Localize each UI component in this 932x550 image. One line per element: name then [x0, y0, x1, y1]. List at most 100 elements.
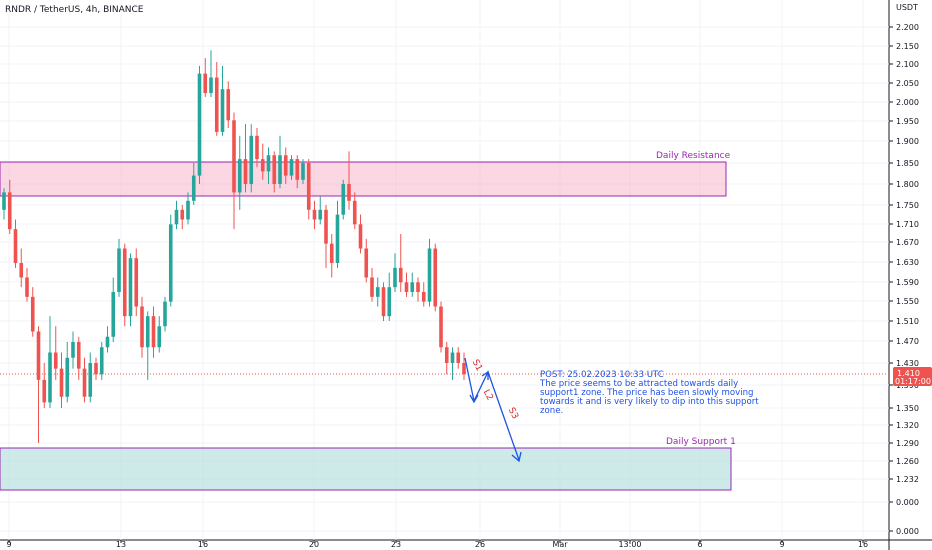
- candle-body: [398, 267, 403, 283]
- candle-down: [122, 243, 127, 327]
- candle-down: [433, 243, 438, 312]
- time-tick-label: 9: [779, 540, 784, 549]
- candle-body: [151, 316, 156, 348]
- projection-path: [464, 357, 520, 461]
- candle-body: [329, 243, 334, 263]
- candle-up: [237, 135, 242, 210]
- candle-down: [134, 248, 139, 317]
- daily-support-zone[interactable]: [0, 447, 732, 491]
- candle-body: [272, 155, 277, 184]
- price-tick-label: 1.320: [896, 421, 919, 430]
- candle-body: [145, 316, 150, 348]
- note-line: zone.: [540, 406, 563, 416]
- candle-up: [393, 253, 397, 292]
- price-axis-unit: USDT: [896, 3, 918, 12]
- price-tick-label: 2.100: [896, 60, 919, 69]
- daily-support-label: Daily Support 1: [666, 437, 736, 447]
- candle-down: [416, 277, 420, 302]
- candle-body: [105, 336, 110, 348]
- price-tick-label: 2.200: [896, 23, 919, 32]
- symbol-title[interactable]: RNDR / TetherUS, 4h, BINANCE: [5, 5, 144, 15]
- time-tick-label: 23: [391, 540, 401, 549]
- candle-body: [433, 248, 438, 307]
- price-tick-label: 1.260: [896, 457, 919, 466]
- candle-up: [266, 147, 271, 184]
- candle-up: [197, 65, 202, 184]
- price-tick-label: 1.232: [896, 475, 919, 484]
- candle-down: [151, 306, 156, 358]
- time-tick-label: 20: [309, 540, 319, 549]
- time-tick-label: 26: [475, 540, 485, 549]
- candle-up: [145, 311, 150, 380]
- candle-up: [71, 331, 75, 369]
- candle-down: [19, 248, 24, 288]
- candle-body: [186, 200, 190, 220]
- time-tick-label: 6: [697, 540, 702, 549]
- candle-body: [278, 155, 282, 184]
- candle-body: [444, 347, 449, 363]
- candle-up: [157, 316, 162, 353]
- candle-body: [301, 163, 305, 180]
- candle-body: [2, 192, 6, 210]
- candle-body: [53, 352, 58, 369]
- candle-down: [36, 326, 41, 443]
- candle-down: [42, 363, 47, 408]
- candle-body: [99, 347, 104, 375]
- candle-body: [283, 155, 288, 176]
- candle-down: [444, 342, 449, 375]
- candle-body: [157, 326, 162, 348]
- candle-up: [375, 277, 380, 307]
- candle-down: [364, 238, 369, 283]
- candle-down: [25, 267, 29, 302]
- candle-down: [421, 282, 426, 307]
- candle-up: [168, 214, 173, 307]
- candle-body: [439, 306, 443, 348]
- candle-body: [335, 214, 340, 263]
- candle-body: [370, 277, 374, 297]
- candle-up: [341, 179, 346, 220]
- candle-body: [410, 282, 415, 292]
- candle-body: [462, 363, 466, 375]
- time-tick-label: Mar: [552, 540, 568, 549]
- candle-down: [203, 58, 208, 97]
- note-line: support1 zone. The price has been slowly…: [540, 388, 753, 398]
- candle-body: [65, 357, 70, 397]
- candle-body: [134, 258, 139, 307]
- candle-down: [53, 326, 58, 380]
- candle-down: [82, 357, 87, 403]
- candle-up: [48, 316, 52, 408]
- candle-body: [237, 159, 242, 193]
- time-tick-label: 9: [6, 540, 11, 549]
- price-tick-label: 1.950: [896, 117, 919, 126]
- current-price-value: 1.410: [897, 369, 920, 378]
- candle-down: [358, 214, 363, 254]
- price-tick-label: 1.550: [896, 297, 919, 306]
- candle-body: [249, 135, 254, 184]
- price-tick-label: 1.670: [896, 238, 919, 247]
- candle-down: [140, 296, 144, 358]
- candle-up: [186, 192, 190, 225]
- candle-down: [462, 352, 466, 380]
- price-axis-ticks[interactable]: 2.200 2.150 2.100 2.050 2.000 1.950 1.900 1.850…: [889, 23, 919, 536]
- candle-down: [324, 205, 328, 268]
- candle-up: [117, 238, 121, 297]
- candle-body: [42, 379, 47, 403]
- candle-up: [209, 50, 213, 97]
- time-tick-label: 16: [858, 540, 868, 549]
- candle-body: [76, 342, 81, 369]
- candle-body: [318, 209, 323, 220]
- candle-up: [427, 238, 432, 307]
- time-axis-ticks[interactable]: 9 13 16 20 23 26 Mar 13:00 6 9 16: [6, 540, 868, 549]
- candle-body: [214, 77, 219, 132]
- analysis-note[interactable]: POST: 25.02.2023 10:33 UTC The price see…: [539, 370, 759, 416]
- price-tick-label: 1.510: [896, 317, 919, 326]
- candle-body: [163, 301, 167, 327]
- candle-down: [94, 357, 98, 380]
- daily-resistance-zone[interactable]: [0, 161, 727, 197]
- candle-body: [324, 209, 328, 244]
- candle-body: [312, 209, 317, 220]
- candle-body: [421, 292, 426, 302]
- candle-down: [456, 347, 461, 369]
- note-line: The price seems to be attracted towards …: [539, 379, 738, 389]
